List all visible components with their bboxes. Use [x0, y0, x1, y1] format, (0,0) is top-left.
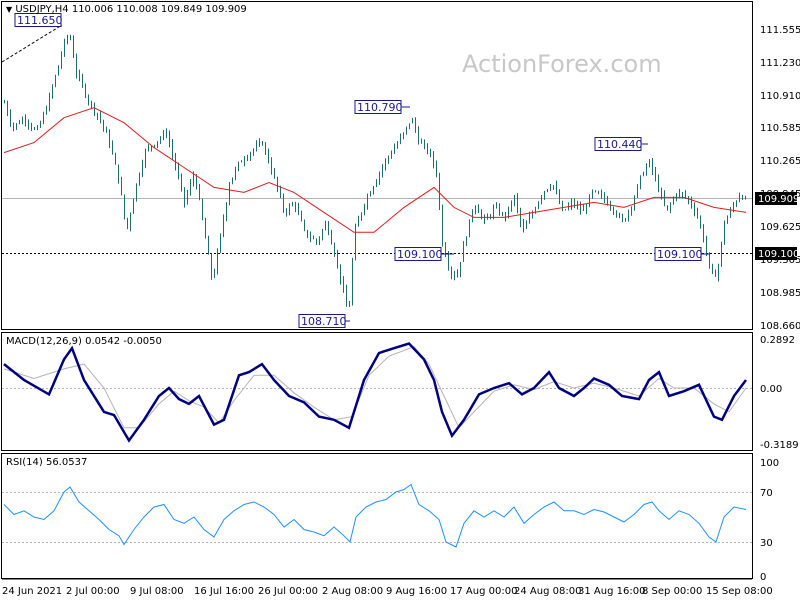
time-axis: 24 Jun 2021 2 Jul 00:00 9 Jul 08:00 16 J… [2, 578, 773, 597]
macd-label: MACD(12,26,9) 0.0542 -0.0050 [6, 336, 162, 347]
annotation-108710: 108.710 [298, 314, 350, 328]
watermark: ActionForex.com [462, 50, 662, 78]
chart-header: ▼ USDJPY,H4 110.006 110.008 109.849 109.… [6, 4, 247, 15]
rsi-axis: 100 70 30 0 [760, 458, 779, 583]
annotation-110790: 110.790 [354, 100, 410, 114]
svg-text:111.555: 111.555 [760, 25, 800, 36]
svg-text:108.710: 108.710 [301, 315, 347, 328]
rsi-label: RSI(14) 56.0537 [6, 457, 88, 468]
svg-text:110.790: 110.790 [357, 101, 403, 114]
svg-text:108.660: 108.660 [760, 321, 800, 332]
svg-text:0: 0 [760, 572, 766, 583]
svg-text:109.909: 109.909 [758, 194, 799, 205]
svg-text:24 Jun 2021: 24 Jun 2021 [2, 586, 62, 597]
svg-text:109.100: 109.100 [397, 248, 443, 261]
svg-text:-0.3189: -0.3189 [760, 440, 799, 451]
svg-text:8 Sep 00:00: 8 Sep 00:00 [642, 586, 702, 597]
trend-line [1, 24, 63, 63]
svg-text:110.440: 110.440 [597, 138, 643, 151]
svg-text:111.230: 111.230 [760, 58, 800, 69]
rsi-line [3, 483, 747, 548]
svg-text:109.625: 109.625 [760, 222, 800, 233]
svg-text:26 Jul 00:00: 26 Jul 00:00 [258, 586, 318, 597]
svg-text:109.305: 109.305 [760, 255, 800, 266]
rsi-panel[interactable] [1, 453, 753, 579]
moving-average-line [3, 107, 747, 233]
svg-text:110.910: 110.910 [760, 91, 800, 102]
symbol-label: USDJPY,H4 [15, 4, 69, 15]
svg-text:111.650: 111.650 [17, 14, 63, 27]
annotation-111650: 111.650 [14, 13, 63, 27]
macd-signal-line [3, 346, 747, 429]
svg-text:108.985: 108.985 [760, 288, 800, 299]
svg-text:2 Aug 08:00: 2 Aug 08:00 [322, 586, 383, 597]
ohlc-values: 110.006 110.008 109.849 109.909 [71, 4, 247, 15]
annotation-110440: 110.440 [594, 137, 648, 151]
svg-text:31 Aug 16:00: 31 Aug 16:00 [578, 586, 645, 597]
svg-text:15 Sep 08:00: 15 Sep 08:00 [706, 586, 773, 597]
macd-panel[interactable] [1, 332, 753, 451]
svg-text:70: 70 [760, 488, 773, 499]
svg-text:110.585: 110.585 [760, 123, 800, 134]
svg-text:109.100: 109.100 [758, 249, 799, 260]
svg-text:109.100: 109.100 [657, 248, 703, 261]
support-price-tag: 109.100 [755, 247, 799, 260]
macd-axis: 0.2892 0.00 -0.3189 [760, 335, 799, 451]
svg-text:9 Jul 08:00: 9 Jul 08:00 [130, 586, 184, 597]
macd-line [3, 342, 747, 443]
svg-text:2 Jul 00:00: 2 Jul 00:00 [66, 586, 120, 597]
svg-text:24 Aug 08:00: 24 Aug 08:00 [514, 586, 581, 597]
candlestick-series [4, 34, 746, 307]
svg-text:9 Aug 16:00: 9 Aug 16:00 [386, 586, 447, 597]
svg-text:0.2892: 0.2892 [760, 335, 795, 346]
svg-text:17 Aug 00:00: 17 Aug 00:00 [450, 586, 517, 597]
price-axis: 111.555 111.230 110.910 110.585 110.265 … [760, 25, 800, 332]
annotation-109100-a: 109.100 [394, 247, 454, 261]
current-price-tag: 109.909 [755, 192, 799, 205]
svg-text:100: 100 [760, 458, 779, 469]
svg-text:110.265: 110.265 [760, 156, 800, 167]
svg-text:30: 30 [760, 538, 773, 549]
svg-text:16 Jul 16:00: 16 Jul 16:00 [194, 586, 254, 597]
annotation-109100-b: 109.100 [654, 247, 710, 261]
dropdown-triangle-icon[interactable]: ▼ [6, 5, 13, 14]
svg-text:0.00: 0.00 [760, 384, 782, 395]
price-panel[interactable] [1, 1, 753, 330]
